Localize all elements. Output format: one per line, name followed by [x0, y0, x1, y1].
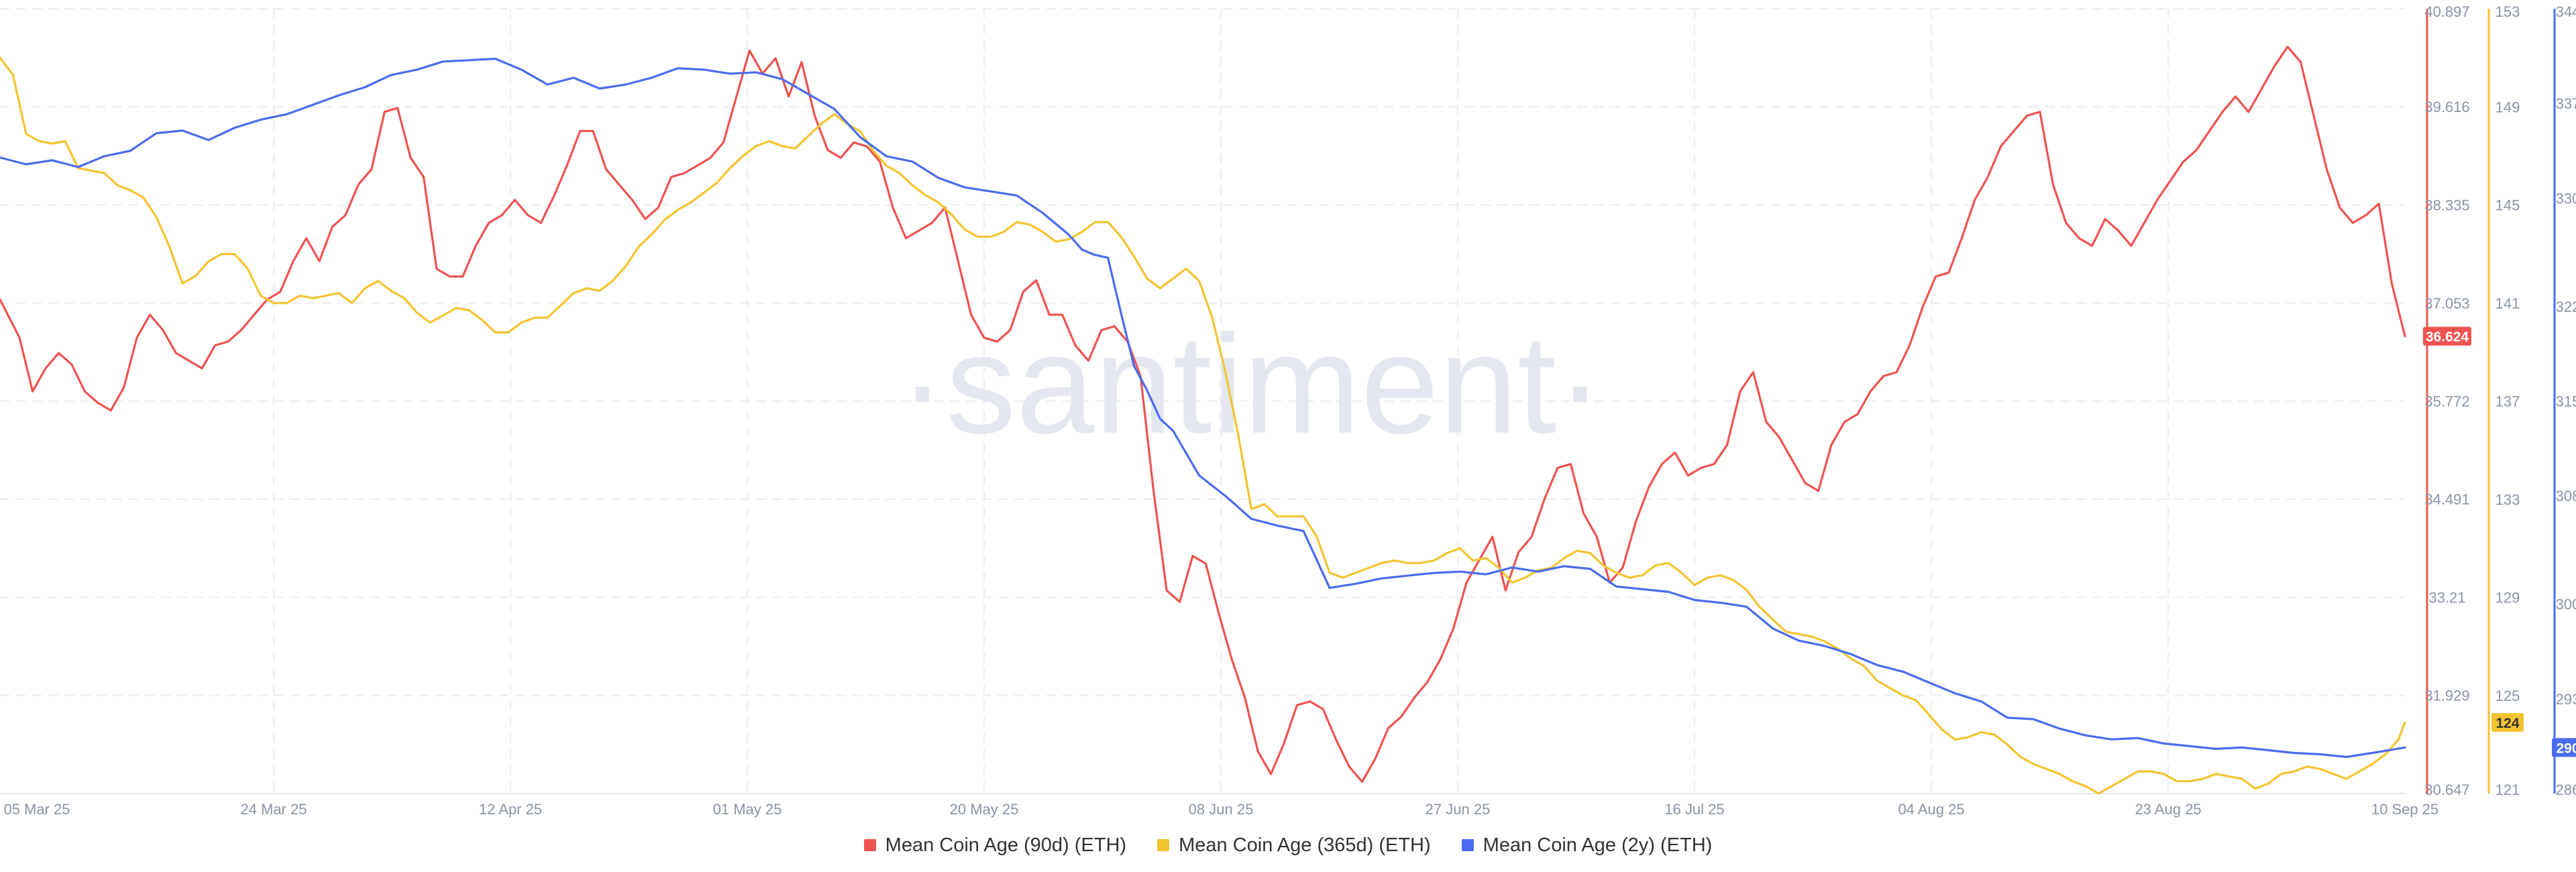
legend-label-90d: Mean Coin Age (90d) (ETH)	[885, 834, 1127, 856]
last-value-badges: 36.624 124 290	[2423, 327, 2576, 757]
grid	[0, 8, 2405, 794]
series-line	[0, 46, 2406, 783]
legend-item-365d[interactable]: Mean Coin Age (365d) (ETH)	[1157, 834, 1431, 857]
y-tick-label: 38.335	[2424, 197, 2469, 213]
x-tick-label: 10 Sep 25	[2371, 801, 2438, 818]
last-value-badge	[2423, 327, 2471, 346]
y-tick-label: 149	[2496, 99, 2520, 115]
santiment-watermark: ·santiment·	[899, 305, 1603, 463]
y-tick-label: 141	[2496, 295, 2520, 312]
y-tick-label: 39.616	[2424, 99, 2469, 115]
legend-swatch-365d	[1157, 839, 1170, 851]
legend-item-2y[interactable]: Mean Coin Age (2y) (ETH)	[1461, 834, 1713, 857]
x-tick-label: 05 Mar 25	[3, 801, 70, 818]
x-tick-label: 27 Jun 25	[1426, 801, 1491, 818]
legend-label-365d: Mean Coin Age (365d) (ETH)	[1179, 834, 1431, 856]
series-lines	[0, 46, 2406, 795]
last-value-badge	[2491, 712, 2524, 732]
legend: Mean Coin Age (90d) (ETH) Mean Coin Age …	[0, 825, 2576, 865]
last-value-label: 124	[2496, 716, 2519, 731]
y-tick-label: 35.772	[2424, 393, 2469, 410]
y-tick-label: 286	[2556, 781, 2576, 798]
y-tick-label: 37.053	[2424, 295, 2469, 312]
legend-swatch-90d	[863, 839, 876, 851]
last-value-label: 36.624	[2426, 329, 2469, 345]
x-tick-label: 08 Jun 25	[1189, 801, 1254, 818]
y-tick-label: 137	[2496, 393, 2520, 410]
y-tick-label: 30.647	[2424, 781, 2469, 798]
y-tick-label: 121	[2496, 781, 2520, 798]
y-tick-label: 293	[2556, 691, 2576, 708]
y-tick-label: 308	[2556, 488, 2576, 504]
y-tick-label: 315	[2556, 393, 2576, 410]
axis-labels: 05 Mar 25 24 Mar 25 12 Apr 25 01 May 25 20 M…	[3, 3, 2576, 818]
y-tick-label: 133	[2496, 491, 2520, 508]
y-tick-label: 33.21	[2428, 589, 2465, 606]
y-tick-label: 330	[2556, 190, 2576, 207]
x-tick-label: 16 Jul 25	[1664, 801, 1724, 818]
chart: ·santiment· 05 Mar 25 24 Mar 25 12 Apr 25 0…	[0, 3, 2576, 818]
y-tick-label: 34.491	[2424, 491, 2469, 508]
y-tick-label: 125	[2496, 688, 2520, 704]
y-tick-label: 344	[2556, 3, 2576, 20]
y-tick-label: 145	[2496, 197, 2520, 214]
y-tick-label: 337	[2556, 95, 2576, 112]
legend-item-90d[interactable]: Mean Coin Age (90d) (ETH)	[863, 834, 1127, 857]
x-tick-label: 12 Apr 25	[479, 801, 542, 818]
legend-swatch-2y	[1461, 839, 1474, 851]
y-tick-label: 40.897	[2424, 3, 2469, 20]
last-value-label: 290	[2556, 741, 2576, 756]
series-line	[0, 58, 2406, 759]
y-tick-label: 300	[2556, 596, 2576, 613]
x-tick-label: 01 May 25	[713, 801, 782, 818]
y-tick-label: 129	[2496, 590, 2520, 606]
series-line	[0, 56, 2406, 795]
x-tick-label: 04 Aug 25	[1898, 801, 1964, 818]
axes	[2426, 9, 2556, 794]
y-tick-label: 31.929	[2424, 688, 2469, 704]
last-value-badge	[2552, 738, 2576, 757]
x-tick-label: 20 May 25	[950, 801, 1019, 818]
y-tick-label: 153	[2496, 3, 2520, 20]
x-tick-label: 24 Mar 25	[240, 801, 307, 818]
x-tick-label: 23 Aug 25	[2135, 801, 2201, 818]
y-tick-label: 322	[2556, 298, 2576, 315]
legend-label-2y: Mean Coin Age (2y) (ETH)	[1483, 834, 1713, 856]
